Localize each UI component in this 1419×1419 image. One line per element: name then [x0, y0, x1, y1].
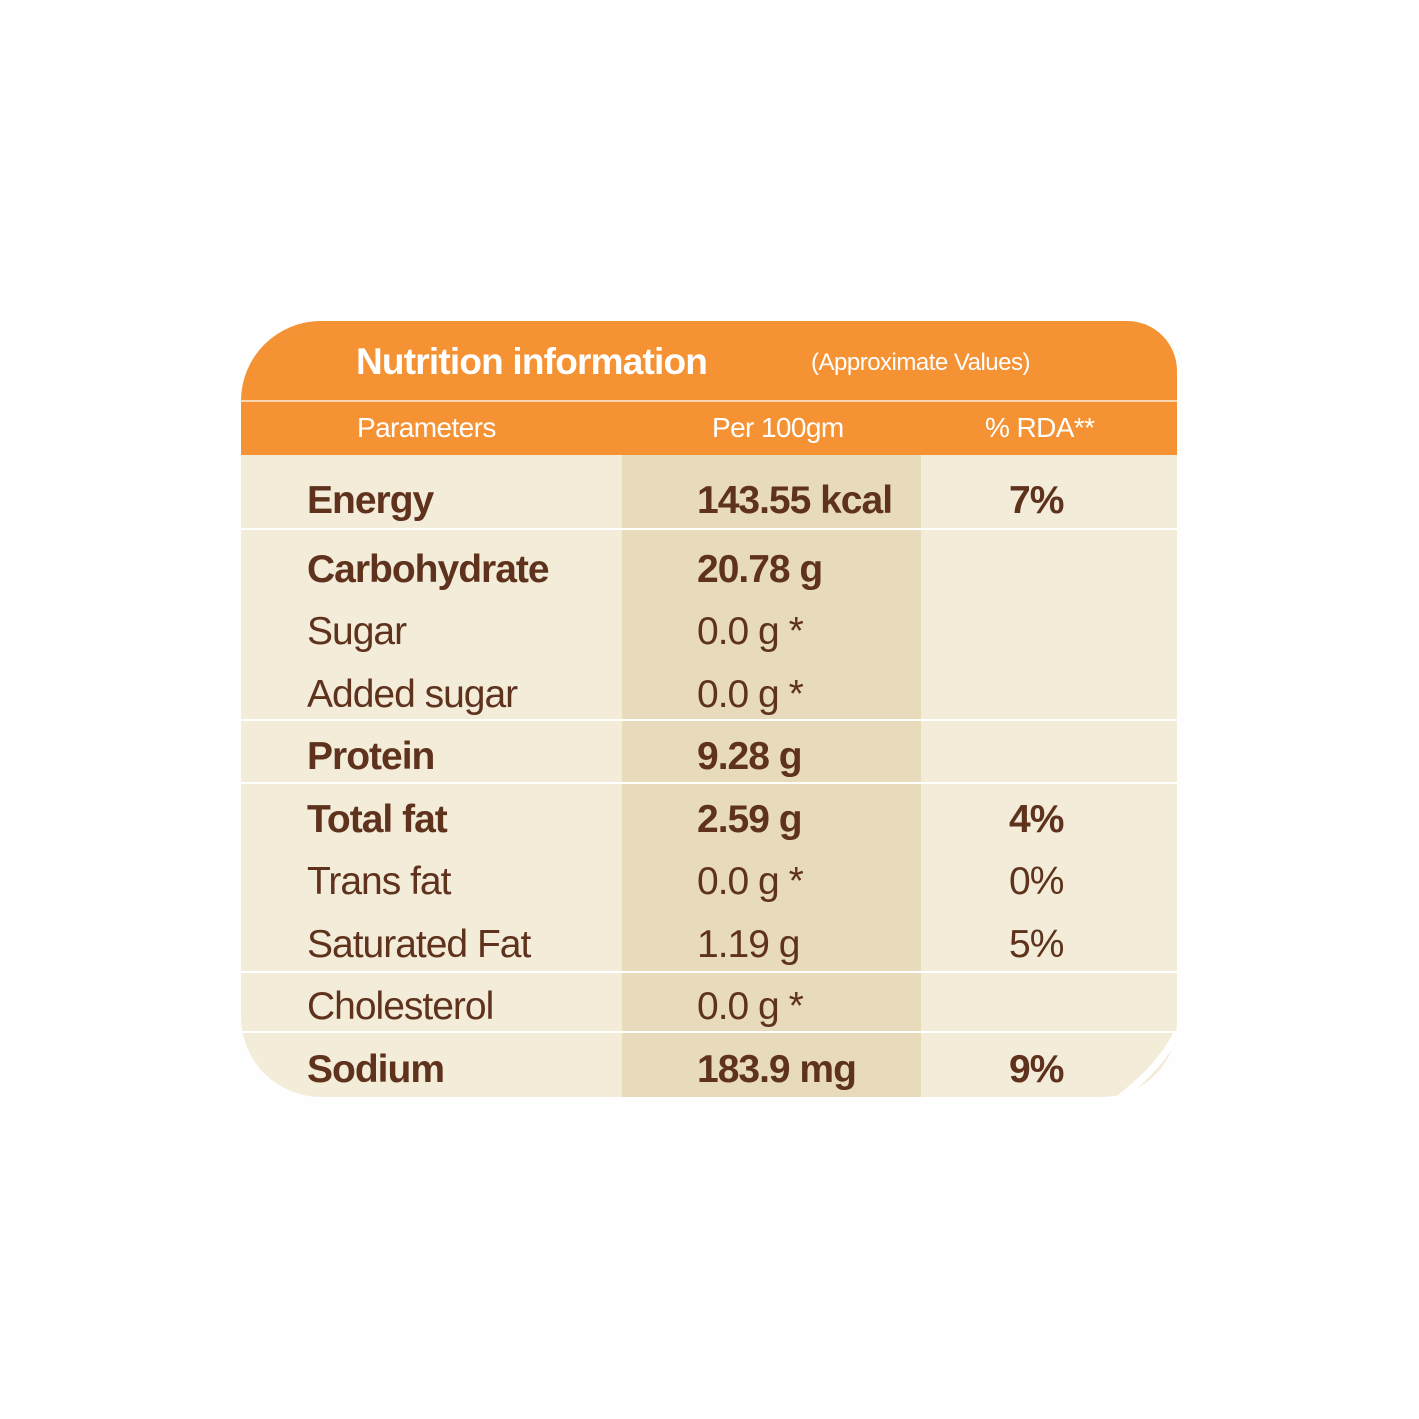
row-rda: 5%	[1009, 923, 1064, 966]
row-param: Trans fat	[307, 860, 451, 903]
row-value: 20.78 g	[697, 548, 823, 591]
approximate-note: (Approximate Values)	[811, 349, 1030, 376]
row-param: Total fat	[307, 798, 448, 841]
title-bar: Nutrition information (Approximate Value…	[241, 321, 1177, 400]
col-parameters: Parameters	[357, 412, 496, 443]
row-divider	[241, 971, 1177, 973]
row-param: Sodium	[307, 1048, 445, 1091]
row-value: 0.0 g *	[697, 673, 804, 716]
row-value: 143.55 kcal	[697, 479, 893, 522]
table-title: Nutrition information	[356, 341, 708, 382]
row-value: 0.0 g *	[697, 610, 804, 653]
col-per100: Per 100gm	[712, 412, 844, 443]
row-param: Saturated Fat	[307, 923, 531, 966]
row-divider	[241, 719, 1177, 721]
row-divider	[241, 1031, 1177, 1033]
row-value: 183.9 mg	[697, 1048, 857, 1091]
corner-swoosh	[1103, 1023, 1177, 1097]
row-rda: 4%	[1009, 798, 1064, 841]
row-param: Cholesterol	[307, 985, 494, 1028]
row-rda: 0%	[1009, 860, 1064, 903]
row-divider	[241, 528, 1177, 530]
row-value: 0.0 g *	[697, 860, 804, 903]
row-param: Protein	[307, 735, 435, 778]
row-value: 1.19 g	[697, 923, 800, 966]
col-rda: % RDA**	[985, 412, 1095, 443]
value-column-bg	[622, 455, 921, 1097]
row-param: Energy	[307, 479, 434, 522]
row-param: Added sugar	[307, 673, 518, 716]
nutrition-table: Nutrition information (Approximate Value…	[241, 321, 1177, 1097]
row-value: 2.59 g	[697, 798, 803, 841]
row-rda: 7%	[1009, 479, 1064, 522]
column-header-row: Parameters Per 100gm % RDA**	[241, 402, 1177, 455]
header-divider	[241, 400, 1177, 402]
row-value: 0.0 g *	[697, 985, 804, 1028]
row-value: 9.28 g	[697, 735, 803, 778]
row-rda: 9%	[1009, 1048, 1064, 1091]
row-divider	[241, 782, 1177, 784]
row-param: Sugar	[307, 610, 407, 653]
row-param: Carbohydrate	[307, 548, 550, 591]
